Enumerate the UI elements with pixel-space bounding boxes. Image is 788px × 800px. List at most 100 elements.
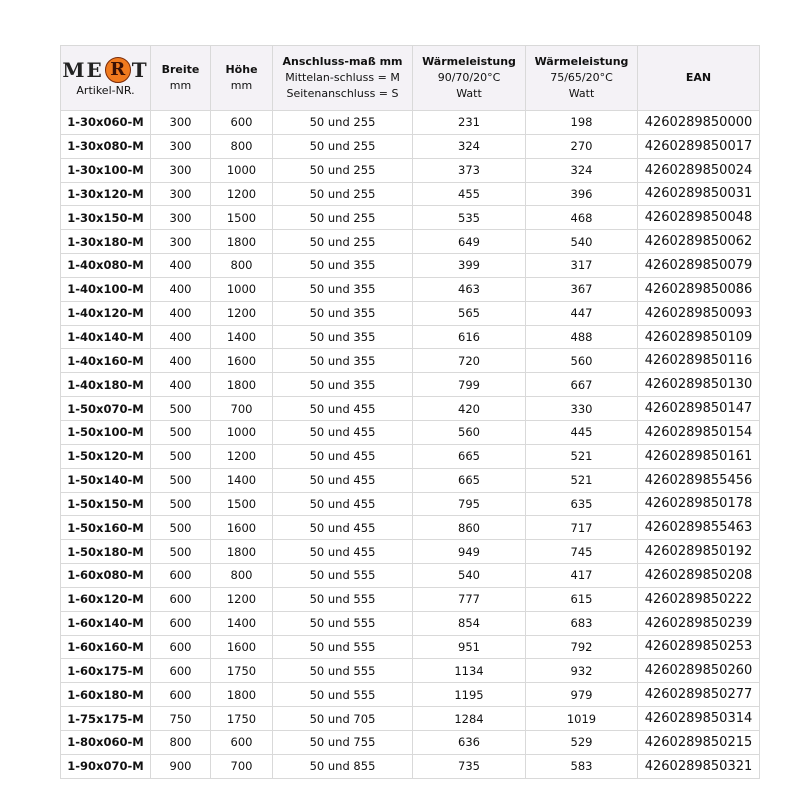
cell-w75: 635	[525, 491, 638, 517]
cell-breite: 400	[150, 253, 211, 278]
cell-w75: 330	[525, 396, 638, 421]
cell-artikel: 1-50x070-M	[60, 396, 151, 421]
table-row: 1-40x100-M 400 1000 50 und 355 463 367 4260289…	[60, 276, 760, 302]
cell-anschluss: 50 und 255	[272, 205, 413, 231]
cell-anschluss: 50 und 255	[272, 181, 413, 207]
table-body: 1-30x060-M 300 600 50 und 255 231 198 42602898…	[60, 110, 760, 779]
cell-w75: 932	[525, 658, 638, 684]
cell-anschluss: 50 und 255	[272, 157, 413, 183]
cell-artikel: 1-60x140-M	[60, 610, 151, 636]
cell-breite: 400	[150, 324, 211, 350]
cell-w75: 540	[525, 229, 638, 255]
cell-hoehe: 1000	[210, 419, 273, 445]
cell-ean: 4260289850321	[637, 753, 760, 779]
w90-title: Wärmeleistung	[422, 55, 516, 68]
table-row: 1-60x160-M 600 1600 50 und 555 951 792 4260289…	[60, 634, 760, 660]
cell-hoehe: 600	[210, 729, 273, 755]
table-row: 1-90x070-M 900 700 50 und 855 735 583 42602898…	[60, 753, 760, 779]
cell-ean: 4260289850031	[637, 181, 760, 207]
cell-w90: 854	[412, 610, 526, 636]
cell-anschluss: 50 und 455	[272, 396, 413, 421]
cell-hoehe: 1800	[210, 229, 273, 255]
artikel-label: Artikel-NR.	[76, 84, 135, 97]
cell-w75: 324	[525, 157, 638, 183]
table-row: 1-40x180-M 400 1800 50 und 355 799 667 4260289…	[60, 372, 760, 398]
cell-anschluss: 50 und 355	[272, 300, 413, 326]
cell-breite: 400	[150, 348, 211, 374]
cell-anschluss: 50 und 455	[272, 443, 413, 469]
table-row: 1-30x120-M 300 1200 50 und 255 455 396 4260289…	[60, 181, 760, 207]
cell-w75: 317	[525, 253, 638, 278]
table-row: 1-60x080-M 600 800 50 und 555 540 417 42602898…	[60, 563, 760, 588]
cell-hoehe: 700	[210, 753, 273, 779]
cell-ean: 4260289850130	[637, 372, 760, 398]
cell-ean: 4260289850154	[637, 419, 760, 445]
cell-w75: 367	[525, 276, 638, 302]
cell-hoehe: 1200	[210, 181, 273, 207]
cell-w75: 270	[525, 133, 638, 159]
cell-hoehe: 1400	[210, 324, 273, 350]
cell-breite: 600	[150, 586, 211, 612]
cell-artikel: 1-30x180-M	[60, 229, 151, 255]
cell-hoehe: 800	[210, 253, 273, 278]
cell-anschluss: 50 und 555	[272, 658, 413, 684]
cell-ean: 4260289850086	[637, 276, 760, 302]
mert-logo: ME R T	[62, 57, 150, 83]
cell-breite: 300	[150, 157, 211, 183]
breite-title: Breite	[161, 63, 200, 76]
cell-hoehe: 1000	[210, 276, 273, 302]
cell-ean: 4260289850000	[637, 110, 760, 135]
cell-breite: 500	[150, 515, 211, 541]
cell-artikel: 1-60x175-M	[60, 658, 151, 684]
cell-breite: 600	[150, 563, 211, 588]
cell-w90: 949	[412, 539, 526, 565]
cell-w75: 417	[525, 563, 638, 588]
cell-w75: 979	[525, 682, 638, 708]
cell-w75: 521	[525, 443, 638, 469]
table-row: 1-60x120-M 600 1200 50 und 555 777 615 4260289…	[60, 586, 760, 612]
anschluss-title: Anschluss-maß mm	[282, 55, 403, 68]
table-row: 1-80x060-M 800 600 50 und 755 636 529 42602898…	[60, 729, 760, 755]
cell-w90: 373	[412, 157, 526, 183]
cell-hoehe: 1800	[210, 539, 273, 565]
table-row: 1-40x080-M 400 800 50 und 355 399 317 42602898…	[60, 253, 760, 278]
cell-anschluss: 50 und 355	[272, 253, 413, 278]
breite-unit: mm	[169, 79, 192, 92]
table-row: 1-30x080-M 300 800 50 und 255 324 270 42602898…	[60, 133, 760, 159]
cell-artikel: 1-40x120-M	[60, 300, 151, 326]
cell-breite: 600	[150, 682, 211, 708]
cell-ean: 4260289850215	[637, 729, 760, 755]
cell-ean: 4260289850222	[637, 586, 760, 612]
cell-w75: 683	[525, 610, 638, 636]
cell-hoehe: 700	[210, 396, 273, 421]
cell-hoehe: 1600	[210, 634, 273, 660]
cell-anschluss: 50 und 255	[272, 229, 413, 255]
ean-title: EAN	[685, 71, 712, 84]
cell-w75: 560	[525, 348, 638, 374]
table-row: 1-40x140-M 400 1400 50 und 355 616 488 4260289…	[60, 324, 760, 350]
cell-anschluss: 50 und 355	[272, 276, 413, 302]
cell-w90: 231	[412, 110, 526, 135]
cell-ean: 4260289850260	[637, 658, 760, 684]
w75-line3: Watt	[568, 87, 595, 100]
cell-breite: 500	[150, 467, 211, 493]
cell-w90: 777	[412, 586, 526, 612]
table-row: 1-75x175-M 750 1750 50 und 705 1284 1019 42602…	[60, 706, 760, 731]
table-row: 1-40x120-M 400 1200 50 und 355 565 447 4260289…	[60, 300, 760, 326]
cell-w75: 615	[525, 586, 638, 612]
cell-w90: 420	[412, 396, 526, 421]
cell-artikel: 1-50x100-M	[60, 419, 151, 445]
cell-ean: 4260289850079	[637, 253, 760, 278]
cell-w90: 1195	[412, 682, 526, 708]
cell-breite: 500	[150, 443, 211, 469]
cell-w90: 324	[412, 133, 526, 159]
cell-hoehe: 1800	[210, 682, 273, 708]
w75-title: Wärmeleistung	[534, 55, 629, 68]
cell-w75: 717	[525, 515, 638, 541]
cell-w75: 792	[525, 634, 638, 660]
cell-w75: 1019	[525, 706, 638, 731]
table-row: 1-50x070-M 500 700 50 und 455 420 330 42602898…	[60, 396, 760, 421]
cell-breite: 900	[150, 753, 211, 779]
cell-ean: 4260289850109	[637, 324, 760, 350]
cell-artikel: 1-30x100-M	[60, 157, 151, 183]
